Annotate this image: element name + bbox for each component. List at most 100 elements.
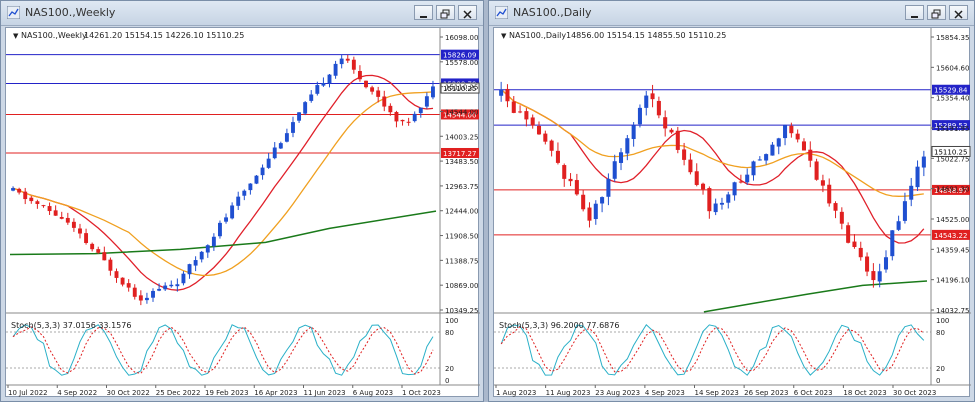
candle[interactable] [315, 85, 320, 94]
candle[interactable] [29, 197, 34, 202]
candle[interactable] [266, 158, 271, 168]
candle[interactable] [218, 222, 222, 237]
candle[interactable] [606, 178, 611, 197]
candle[interactable] [883, 257, 889, 270]
candle[interactable] [511, 101, 516, 113]
candle[interactable] [339, 58, 344, 65]
candle[interactable] [770, 144, 775, 156]
candle[interactable] [675, 130, 680, 150]
candle[interactable] [776, 138, 781, 147]
candle[interactable] [321, 82, 326, 86]
candle[interactable] [499, 89, 504, 96]
candle[interactable] [17, 188, 22, 193]
candle[interactable] [827, 184, 832, 204]
candle[interactable] [808, 149, 813, 161]
candle[interactable] [682, 149, 687, 160]
candle[interactable] [549, 140, 554, 151]
candle[interactable] [53, 210, 58, 216]
candle[interactable] [625, 138, 630, 154]
close-button[interactable] [949, 5, 968, 20]
candle[interactable] [890, 230, 895, 257]
candle[interactable] [370, 87, 375, 92]
candle[interactable] [84, 233, 89, 243]
candle[interactable] [619, 152, 624, 163]
candle[interactable] [694, 171, 699, 185]
candle[interactable] [236, 196, 241, 206]
candle[interactable] [345, 58, 350, 61]
candle[interactable] [833, 203, 838, 211]
candle[interactable] [713, 203, 718, 213]
candle[interactable] [839, 211, 844, 224]
candle[interactable] [915, 166, 920, 188]
candle[interactable] [846, 225, 851, 243]
candle[interactable] [650, 93, 655, 100]
candle[interactable] [284, 133, 289, 142]
candle[interactable] [656, 100, 661, 116]
candle[interactable] [738, 181, 743, 183]
price-chart-daily[interactable]: 15529.84 15289.53 14848.97 14543.22 15110.25… [494, 28, 971, 398]
candle[interactable] [199, 251, 204, 260]
candle[interactable] [65, 217, 70, 223]
candle[interactable] [431, 86, 435, 98]
candle[interactable] [530, 117, 535, 126]
price-chart-weekly[interactable]: 15826.0915208.7914544.0013717.2715110.25… [6, 28, 480, 398]
candle[interactable] [400, 119, 405, 122]
candle[interactable] [35, 201, 40, 204]
candle[interactable] [424, 96, 429, 107]
candle[interactable] [71, 221, 76, 228]
candle[interactable] [59, 216, 64, 219]
candle[interactable] [114, 271, 119, 278]
chart-window-weekly[interactable]: NAS100.,Weekly 15826.0915208.7914544.001… [0, 0, 484, 402]
candle[interactable] [132, 287, 137, 297]
minimize-button[interactable] [905, 5, 924, 20]
candle[interactable] [211, 236, 216, 247]
candle[interactable] [157, 288, 162, 291]
candle[interactable] [871, 271, 876, 281]
candle[interactable] [291, 122, 295, 133]
chart-window-daily[interactable]: NAS100.,Daily 15529.84 15289.53 14848.97 14… [488, 0, 975, 402]
candle[interactable] [593, 203, 598, 220]
candle[interactable] [364, 80, 368, 88]
candle[interactable] [144, 297, 149, 301]
candle[interactable] [543, 133, 548, 142]
candle[interactable] [663, 117, 668, 129]
candle[interactable] [820, 180, 825, 186]
candle[interactable] [858, 247, 863, 258]
candle[interactable] [644, 95, 649, 108]
candle[interactable] [394, 112, 399, 122]
candle[interactable] [505, 88, 510, 102]
candle[interactable] [120, 277, 125, 285]
candle[interactable] [555, 150, 560, 163]
candle[interactable] [357, 70, 362, 80]
candle[interactable] [726, 194, 731, 203]
candle[interactable] [745, 174, 750, 183]
candle[interactable] [536, 125, 542, 135]
candle[interactable] [688, 159, 693, 173]
candle[interactable] [902, 201, 907, 221]
candle[interactable] [260, 167, 265, 176]
candle[interactable] [865, 256, 870, 272]
candle[interactable] [181, 273, 186, 284]
candle[interactable] [108, 259, 113, 271]
candle[interactable] [921, 156, 926, 168]
candle[interactable] [562, 165, 567, 179]
candle[interactable] [230, 205, 235, 219]
candle[interactable] [47, 206, 52, 212]
candle[interactable] [418, 107, 423, 114]
candle[interactable] [138, 295, 143, 301]
candle[interactable] [587, 207, 592, 221]
candle[interactable] [102, 252, 107, 261]
candle[interactable] [126, 283, 131, 288]
candle[interactable] [303, 102, 308, 114]
candle[interactable] [272, 147, 277, 159]
candle[interactable] [96, 249, 101, 253]
candle[interactable] [333, 63, 338, 76]
candle[interactable] [248, 183, 253, 191]
candle[interactable] [751, 161, 756, 176]
candle[interactable] [382, 96, 387, 107]
minimize-button[interactable] [414, 5, 433, 20]
candle[interactable] [701, 183, 706, 190]
candle[interactable] [524, 111, 529, 120]
candle[interactable] [783, 125, 788, 139]
window-titlebar[interactable]: NAS100.,Weekly [1, 1, 483, 26]
